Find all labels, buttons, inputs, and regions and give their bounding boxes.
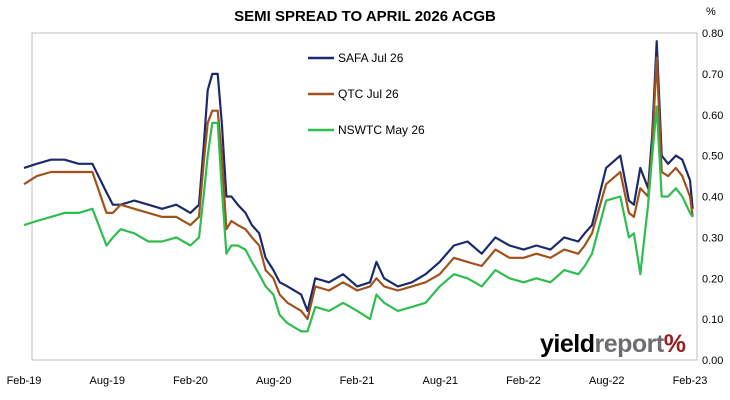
x-tick-label: Feb-21 [340,375,375,387]
series-line-nswtc-may-26 [23,105,694,333]
x-tick-label: Feb-20 [173,375,208,387]
logo-part-percent: % [663,330,686,358]
y-tick-label: 0.10 [702,314,723,326]
legend-label: NSWTC May 26 [338,123,425,137]
x-tick-label: Aug-19 [90,375,125,387]
y-tick-label: 0.20 [702,273,723,285]
x-tick-label: Aug-22 [589,375,624,387]
logo-part-report: report [594,330,664,358]
x-tick-label: Feb-22 [506,375,541,387]
y-tick-label: 0.00 [702,355,723,367]
y-tick-label: 0.60 [702,110,723,122]
y-axis-unit-label: % [706,6,716,18]
yieldreport-logo: yieldreport% [540,330,686,359]
x-tick-label: Feb-23 [673,375,708,387]
x-tick-label: Aug-21 [423,375,458,387]
y-tick-label: 0.40 [702,192,723,204]
y-tick-label: 0.50 [702,151,723,163]
y-tick-label: 0.80 [702,28,723,40]
legend-label: QTC Jul 26 [338,87,399,101]
y-tick-label: 0.70 [702,69,723,81]
legend-label: SAFA Jul 26 [338,51,404,65]
series-line-safa-jul-26 [23,40,694,312]
x-tick-label: Aug-20 [256,375,291,387]
logo-part-yield: yield [540,330,595,358]
y-tick-label: 0.30 [702,232,723,244]
series-line-qtc-jul-26 [23,56,694,321]
chart-title: SEMI SPREAD TO APRIL 2026 ACGB [234,8,496,25]
x-tick-label: Feb-19 [7,375,42,387]
plot-area-border [31,32,698,361]
